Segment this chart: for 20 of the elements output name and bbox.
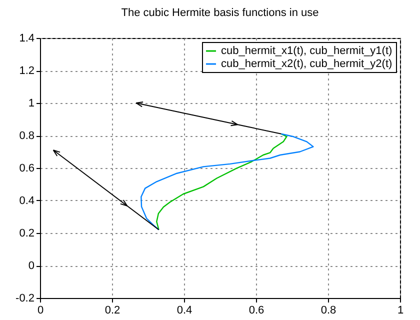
line-series	[140, 133, 314, 230]
legend-label: cub_hermit_x1(t), cub_hermit_y1(t)	[221, 45, 392, 57]
chart-title: The cubic Hermite basis functions in use	[121, 7, 319, 19]
y-tick-label: 1	[28, 98, 34, 110]
y-tick-label: -0.2	[16, 292, 34, 304]
legend-label: cub_hermit_x2(t), cub_hermit_y2(t)	[221, 58, 392, 70]
x-tick-label: 1	[397, 304, 404, 316]
x-tick-label: 0.2	[104, 304, 120, 316]
y-tick-label: 0	[28, 260, 34, 272]
y-tick-label: 0.6	[19, 162, 34, 174]
y-tick-label: 1.4	[19, 32, 34, 44]
x-tick-label: 0.4	[176, 304, 192, 316]
y-tick-label: 0.4	[19, 195, 34, 207]
y-tick-label: 0.2	[19, 228, 34, 240]
x-tick-label: 0.6	[248, 304, 264, 316]
y-tick-label: 0.8	[19, 130, 34, 142]
x-tick-label: 0.8	[320, 304, 336, 316]
x-tick-label: 0	[37, 304, 44, 316]
line-series	[156, 133, 288, 230]
y-tick-label: 1.2	[19, 65, 34, 77]
